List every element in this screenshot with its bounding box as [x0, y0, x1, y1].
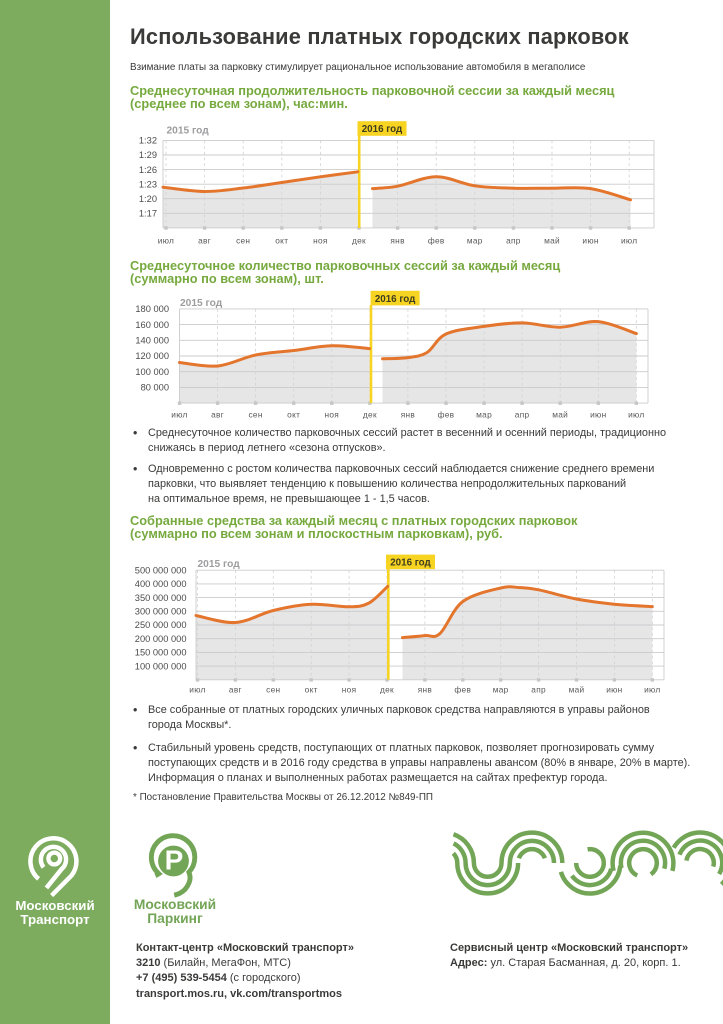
svg-text:1:29: 1:29	[139, 150, 157, 160]
svg-text:ноя: ноя	[313, 236, 328, 246]
svg-text:100 000 000: 100 000 000	[135, 661, 187, 671]
svg-text:июн: июн	[590, 410, 606, 420]
svg-text:80 000: 80 000	[141, 383, 169, 393]
svg-text:100 000: 100 000	[135, 367, 169, 377]
svg-text:150 000 000: 150 000 000	[135, 648, 187, 658]
svg-text:авг: авг	[211, 410, 224, 420]
svg-text:июн: июн	[582, 236, 598, 246]
svg-text:ноя: ноя	[325, 410, 340, 420]
svg-text:авг: авг	[198, 236, 211, 246]
svg-text:янв: янв	[401, 410, 416, 420]
svg-text:апр: апр	[515, 410, 530, 420]
svg-text:фев: фев	[428, 236, 445, 246]
svg-text:июл: июл	[644, 685, 660, 695]
svg-text:200 000 000: 200 000 000	[135, 634, 187, 644]
svg-text:апр: апр	[506, 236, 521, 246]
svg-text:авг: авг	[229, 685, 242, 695]
svg-text:июл: июл	[158, 236, 174, 246]
svg-text:1:32: 1:32	[139, 136, 157, 146]
svg-text:июл: июл	[171, 410, 187, 420]
svg-text:P: P	[165, 844, 184, 875]
svg-text:2016 год: 2016 год	[362, 124, 403, 135]
svg-text:янв: янв	[418, 685, 433, 695]
svg-text:сен: сен	[266, 685, 280, 695]
svg-text:июн: июн	[606, 685, 622, 695]
svg-text:май: май	[544, 236, 560, 246]
svg-text:140 000: 140 000	[135, 336, 169, 346]
svg-text:фев: фев	[438, 410, 455, 420]
svg-text:мар: мар	[467, 236, 483, 246]
svg-text:1:17: 1:17	[139, 209, 157, 219]
svg-text:500 000 000: 500 000 000	[135, 565, 187, 575]
svg-text:250 000 000: 250 000 000	[135, 620, 187, 630]
svg-text:2015 год: 2015 год	[198, 559, 241, 570]
svg-text:2016 год: 2016 год	[375, 294, 416, 305]
svg-text:1:26: 1:26	[139, 165, 157, 175]
svg-text:окт: окт	[275, 236, 288, 246]
svg-text:июл: июл	[189, 685, 205, 695]
svg-text:120 000: 120 000	[135, 351, 169, 361]
svg-text:ноя: ноя	[342, 685, 357, 695]
svg-text:окт: окт	[287, 410, 300, 420]
svg-text:2015 год: 2015 год	[167, 126, 210, 137]
svg-text:май: май	[552, 410, 568, 420]
svg-text:дек: дек	[380, 685, 394, 695]
svg-text:янв: янв	[390, 236, 405, 246]
svg-text:сен: сен	[236, 236, 250, 246]
svg-text:180 000: 180 000	[135, 304, 169, 314]
svg-text:1:20: 1:20	[139, 194, 157, 204]
svg-text:300 000 000: 300 000 000	[135, 607, 187, 617]
svg-text:2015 год: 2015 год	[180, 298, 223, 309]
svg-text:фев: фев	[454, 685, 471, 695]
svg-text:апр: апр	[531, 685, 546, 695]
svg-text:мар: мар	[493, 685, 509, 695]
svg-text:май: май	[569, 685, 585, 695]
svg-text:июл: июл	[621, 236, 637, 246]
svg-text:1:23: 1:23	[139, 179, 157, 189]
svg-text:350 000 000: 350 000 000	[135, 593, 187, 603]
svg-text:сен: сен	[248, 410, 262, 420]
svg-text:мар: мар	[476, 410, 492, 420]
svg-text:дек: дек	[352, 236, 366, 246]
svg-text:июл: июл	[628, 410, 644, 420]
svg-text:400 000 000: 400 000 000	[135, 579, 187, 589]
svg-text:дек: дек	[363, 410, 377, 420]
svg-text:2016 год: 2016 год	[390, 558, 431, 569]
svg-text:160 000: 160 000	[135, 320, 169, 330]
svg-text:окт: окт	[305, 685, 318, 695]
